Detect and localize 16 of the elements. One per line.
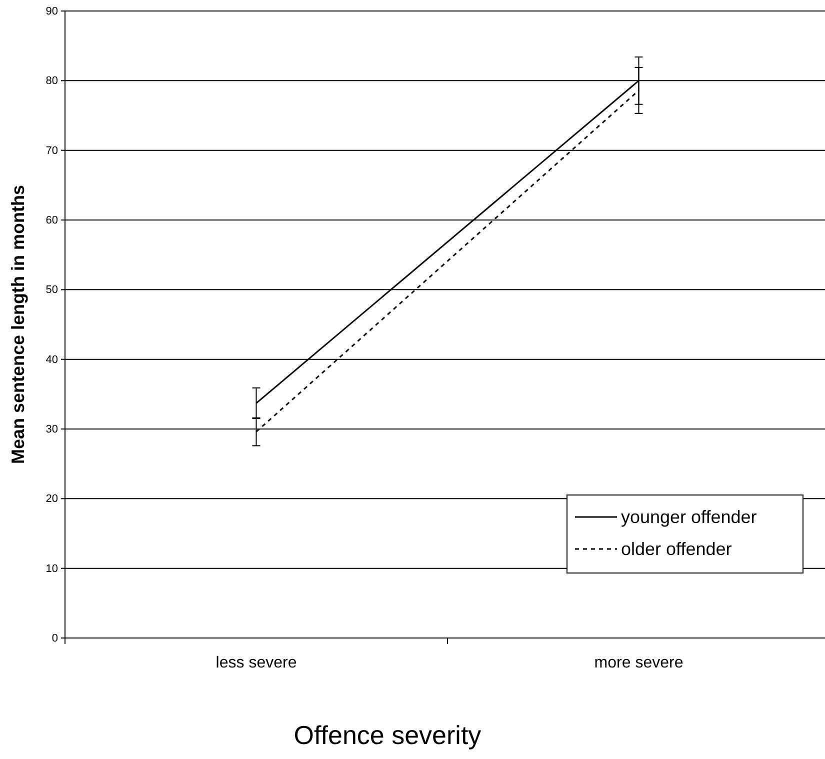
x-tick-label: less severe (216, 654, 297, 672)
y-tick-label: 20 (46, 493, 58, 506)
y-tick-label: 60 (46, 214, 58, 227)
y-tick-label: 40 (46, 354, 58, 366)
y-tick-label: 10 (46, 562, 58, 575)
y-axis-title: Mean sentence length in months (8, 184, 28, 464)
x-tick-label: more severe (594, 654, 684, 672)
y-tick-label: 90 (46, 6, 58, 18)
x-axis-title: Offence severity (294, 720, 482, 750)
legend-label: older offender (621, 539, 732, 559)
y-tick-label: 70 (46, 144, 58, 157)
legend-label: younger offender (621, 507, 757, 527)
y-tick-label: 30 (46, 424, 58, 436)
y-tick-label: 0 (52, 632, 58, 645)
y-tick-label: 80 (46, 75, 58, 88)
y-tick-label: 50 (46, 284, 58, 296)
